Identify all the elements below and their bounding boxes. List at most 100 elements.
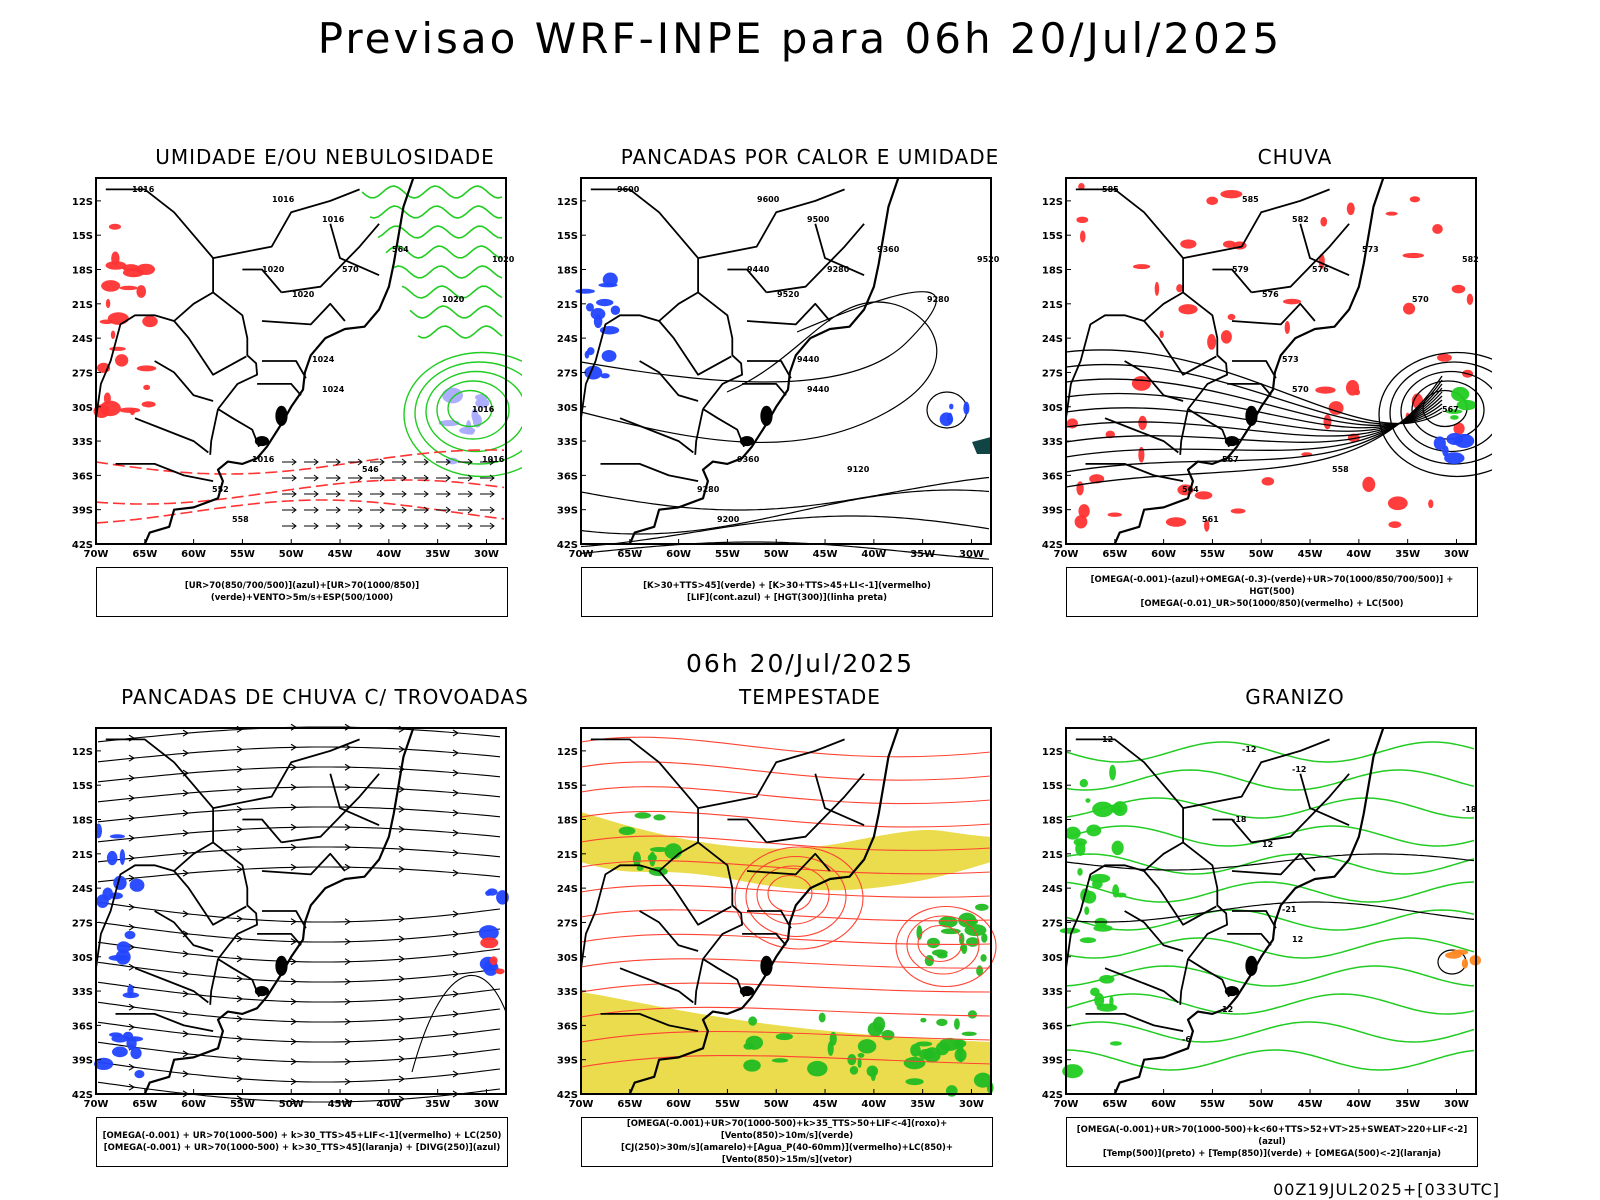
streamline-arrow <box>452 910 460 918</box>
streamline-arrow <box>128 874 136 882</box>
streamline-arrow <box>128 1063 136 1071</box>
lon-tick-label: 65W <box>132 549 157 560</box>
contour-label: 1020 <box>442 295 465 304</box>
red-humidity-area <box>122 264 140 272</box>
state-border <box>134 417 209 454</box>
wind-vector <box>326 522 341 530</box>
humidity-green-contour <box>369 205 503 219</box>
lon-tick-label: 55W <box>1200 1099 1225 1110</box>
hgt500-contour <box>1065 391 1443 437</box>
state-border <box>1179 958 1189 1005</box>
state-border <box>742 383 787 396</box>
streamline-arrow <box>182 809 190 817</box>
humidity-blue-area <box>471 408 479 422</box>
panel-title: TEMPESTADE <box>739 685 881 709</box>
streamline-arrow <box>398 1055 406 1063</box>
divg-blue-area <box>111 1034 129 1043</box>
map-pancadas-calor: 9600 9600 9500 9520 9440 9520 9440 9440 9360 9280… <box>557 177 1000 560</box>
panel-title: PANCADAS DE CHUVA C/ TROVOADAS <box>121 685 529 709</box>
cyclone-contour <box>414 361 522 465</box>
streamline-arrow <box>290 978 298 986</box>
lat-tick-label: 30S <box>1042 403 1063 414</box>
state-border <box>746 302 831 326</box>
temp850-contour-dense <box>1084 906 1090 915</box>
lon-tick-label: 40W <box>861 549 886 560</box>
lat-tick-label: 30S <box>557 403 578 414</box>
hgt500-contour <box>1065 378 1443 426</box>
red-convection-area <box>480 937 499 949</box>
state-border <box>590 188 699 322</box>
contour-label: 9500 <box>807 215 830 224</box>
lon-tick-label: 40W <box>376 549 401 560</box>
rain-red-area <box>1466 293 1474 305</box>
dark-area <box>972 437 991 454</box>
lif-blue-area <box>946 412 953 425</box>
state-border <box>766 773 865 844</box>
rain-red-area <box>1176 284 1184 293</box>
legend-line: [OMEGA(-0.001)+UR>70(1000-500)+k>35_TTS>… <box>626 1119 948 1141</box>
streamline-arrow <box>290 1078 298 1086</box>
contour-label: 9360 <box>737 455 760 464</box>
state-border <box>742 933 787 946</box>
streamline-arrow <box>182 749 190 757</box>
state-border <box>1231 852 1316 876</box>
wind-green-area <box>981 933 988 943</box>
streamline-arrow <box>452 809 460 817</box>
lagoon-mirim <box>739 435 755 447</box>
state-border <box>154 360 214 402</box>
rain-red-area <box>1387 496 1408 511</box>
wind-green-area <box>748 1016 757 1026</box>
contour-label: 1016 <box>272 195 295 204</box>
wind-green-area <box>818 1012 826 1023</box>
divg-blue-area <box>109 834 126 839</box>
streamline-arrow <box>290 958 298 966</box>
lon-tick-label: 35W <box>425 549 450 560</box>
streamline-arrow <box>344 843 352 851</box>
streamline-arrow <box>344 998 352 1006</box>
rain-red-area <box>1362 476 1376 493</box>
wind-vector <box>392 506 407 514</box>
contour-label: 564 <box>392 245 409 254</box>
lat-tick-label: 33S <box>72 987 93 998</box>
panel-pancadas-calor: PANCADAS POR CALOR E UMIDADE <box>575 145 1045 615</box>
state-border <box>639 360 699 402</box>
wind-green-area <box>618 826 636 836</box>
rain-red-area <box>1432 223 1443 234</box>
wind-green-area <box>910 1043 921 1057</box>
streamline-arrow <box>128 943 136 951</box>
lon-tick-label: 40W <box>1346 1099 1371 1110</box>
contour-label: 546 <box>362 465 379 474</box>
lc850-streamline <box>580 761 992 781</box>
streamline-arrow <box>236 1055 244 1063</box>
lagoon-patos <box>275 955 288 976</box>
divg-blue-area <box>126 1036 137 1051</box>
wind-vector <box>414 506 429 514</box>
thickness-contour <box>95 479 505 505</box>
temp850-contour-dense <box>1085 798 1091 803</box>
streamline-arrow <box>128 814 136 822</box>
contour-label: -18 <box>1232 815 1247 824</box>
lon-tick-label: 45W <box>328 549 353 560</box>
streamline <box>97 901 501 923</box>
lon-tick-label: 30W <box>959 1099 984 1110</box>
wind-green-area <box>849 1065 859 1075</box>
wind-green-area <box>916 925 923 940</box>
run-info: 00Z19JUL2025+[033UTC] <box>1273 1180 1500 1199</box>
rain-red-area <box>1323 414 1332 430</box>
contour-label: 564 <box>1182 485 1199 494</box>
lon-tick-label: 40W <box>376 1099 401 1110</box>
state-border <box>105 188 214 322</box>
lon-tick-label: 60W <box>181 1099 206 1110</box>
state-border <box>1232 910 1277 929</box>
lat-tick-label: 36S <box>557 471 578 482</box>
state-border <box>1299 773 1350 827</box>
streamline <box>97 1041 501 1063</box>
red-humidity-area <box>129 408 136 416</box>
lc850-streamline <box>580 835 992 851</box>
humidity-green-contour <box>361 185 503 199</box>
rain-red-area <box>1402 252 1425 259</box>
contour-label: 12 <box>1262 840 1273 849</box>
lc850-streamline <box>580 982 992 993</box>
